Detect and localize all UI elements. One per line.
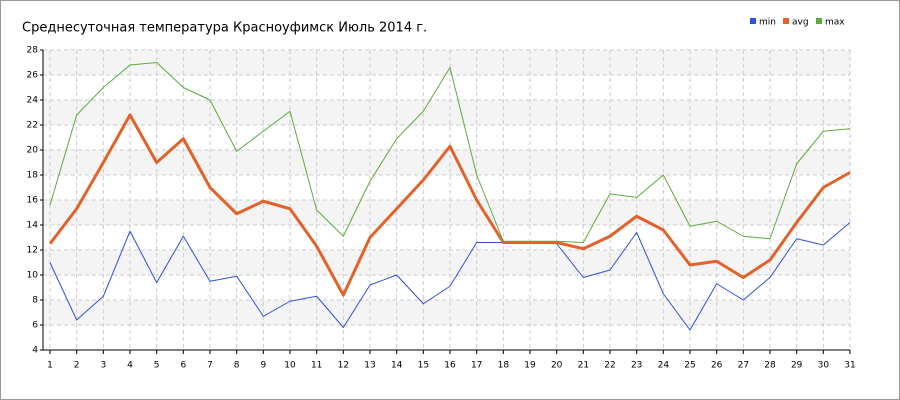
x-tick-label: 6 <box>180 361 186 371</box>
x-tick-label: 12 <box>338 361 349 371</box>
x-tick-label: 28 <box>764 361 776 371</box>
x-tick-label: 4 <box>127 361 133 371</box>
series-line <box>48 113 851 297</box>
x-tick-label: 30 <box>818 361 830 371</box>
x-tick-label: 13 <box>364 361 375 371</box>
x-tick-label: 17 <box>471 361 482 371</box>
x-tick-label: 27 <box>738 361 749 371</box>
x-tick-label: 18 <box>498 361 510 371</box>
y-tick-label: 20 <box>27 146 39 156</box>
y-tick-label: 26 <box>27 71 39 81</box>
legend-swatch <box>783 18 789 24</box>
x-tick-label: 3 <box>100 361 106 371</box>
y-tick-label: 22 <box>27 121 38 131</box>
x-tick-label: 25 <box>684 361 695 371</box>
band <box>43 150 850 175</box>
legend-swatch <box>816 18 822 24</box>
x-tick-label: 10 <box>284 361 296 371</box>
x-tick-label: 23 <box>631 361 642 371</box>
x-tick-label: 15 <box>418 361 429 371</box>
y-tick-label: 18 <box>27 171 39 181</box>
x-tick-label: 20 <box>551 361 563 371</box>
x-tick-label: 19 <box>524 361 536 371</box>
x-tick-label: 21 <box>578 361 589 371</box>
y-tick-label: 16 <box>27 196 39 206</box>
x-tick-label: 5 <box>154 361 160 371</box>
y-tick-label: 12 <box>27 246 38 256</box>
y-tick-label: 28 <box>27 46 39 56</box>
y-tick-label: 4 <box>32 346 38 356</box>
x-tick-label: 14 <box>391 361 403 371</box>
x-tick-label: 26 <box>711 361 723 371</box>
band <box>43 200 850 225</box>
y-tick-label: 24 <box>27 96 39 106</box>
x-tick-label: 24 <box>658 361 670 371</box>
legend-label: min <box>759 18 776 28</box>
x-tick-label: 9 <box>260 361 266 371</box>
series-line <box>49 62 851 243</box>
x-tick-label: 7 <box>207 361 213 371</box>
x-tick-label: 1 <box>47 361 53 371</box>
legend-swatch <box>750 18 756 24</box>
legend-label: avg <box>792 18 809 28</box>
y-tick-label: 8 <box>32 296 38 306</box>
x-tick-label: 16 <box>444 361 456 371</box>
x-tick-label: 31 <box>844 361 855 371</box>
series-line <box>49 222 851 331</box>
x-tick-label: 2 <box>74 361 80 371</box>
band <box>43 100 850 125</box>
y-tick-label: 14 <box>27 221 39 231</box>
y-tick-label: 10 <box>27 271 39 281</box>
y-tick-label: 6 <box>32 321 38 331</box>
band <box>43 300 850 325</box>
band <box>43 50 850 75</box>
x-tick-label: 22 <box>604 361 615 371</box>
legend-label: max <box>825 18 845 28</box>
chart-title: Среднесуточная температура Красноуфимск … <box>22 21 427 36</box>
x-tick-label: 11 <box>311 361 322 371</box>
x-tick-label: 29 <box>791 361 803 371</box>
x-tick-label: 8 <box>234 361 240 371</box>
band <box>43 250 850 275</box>
